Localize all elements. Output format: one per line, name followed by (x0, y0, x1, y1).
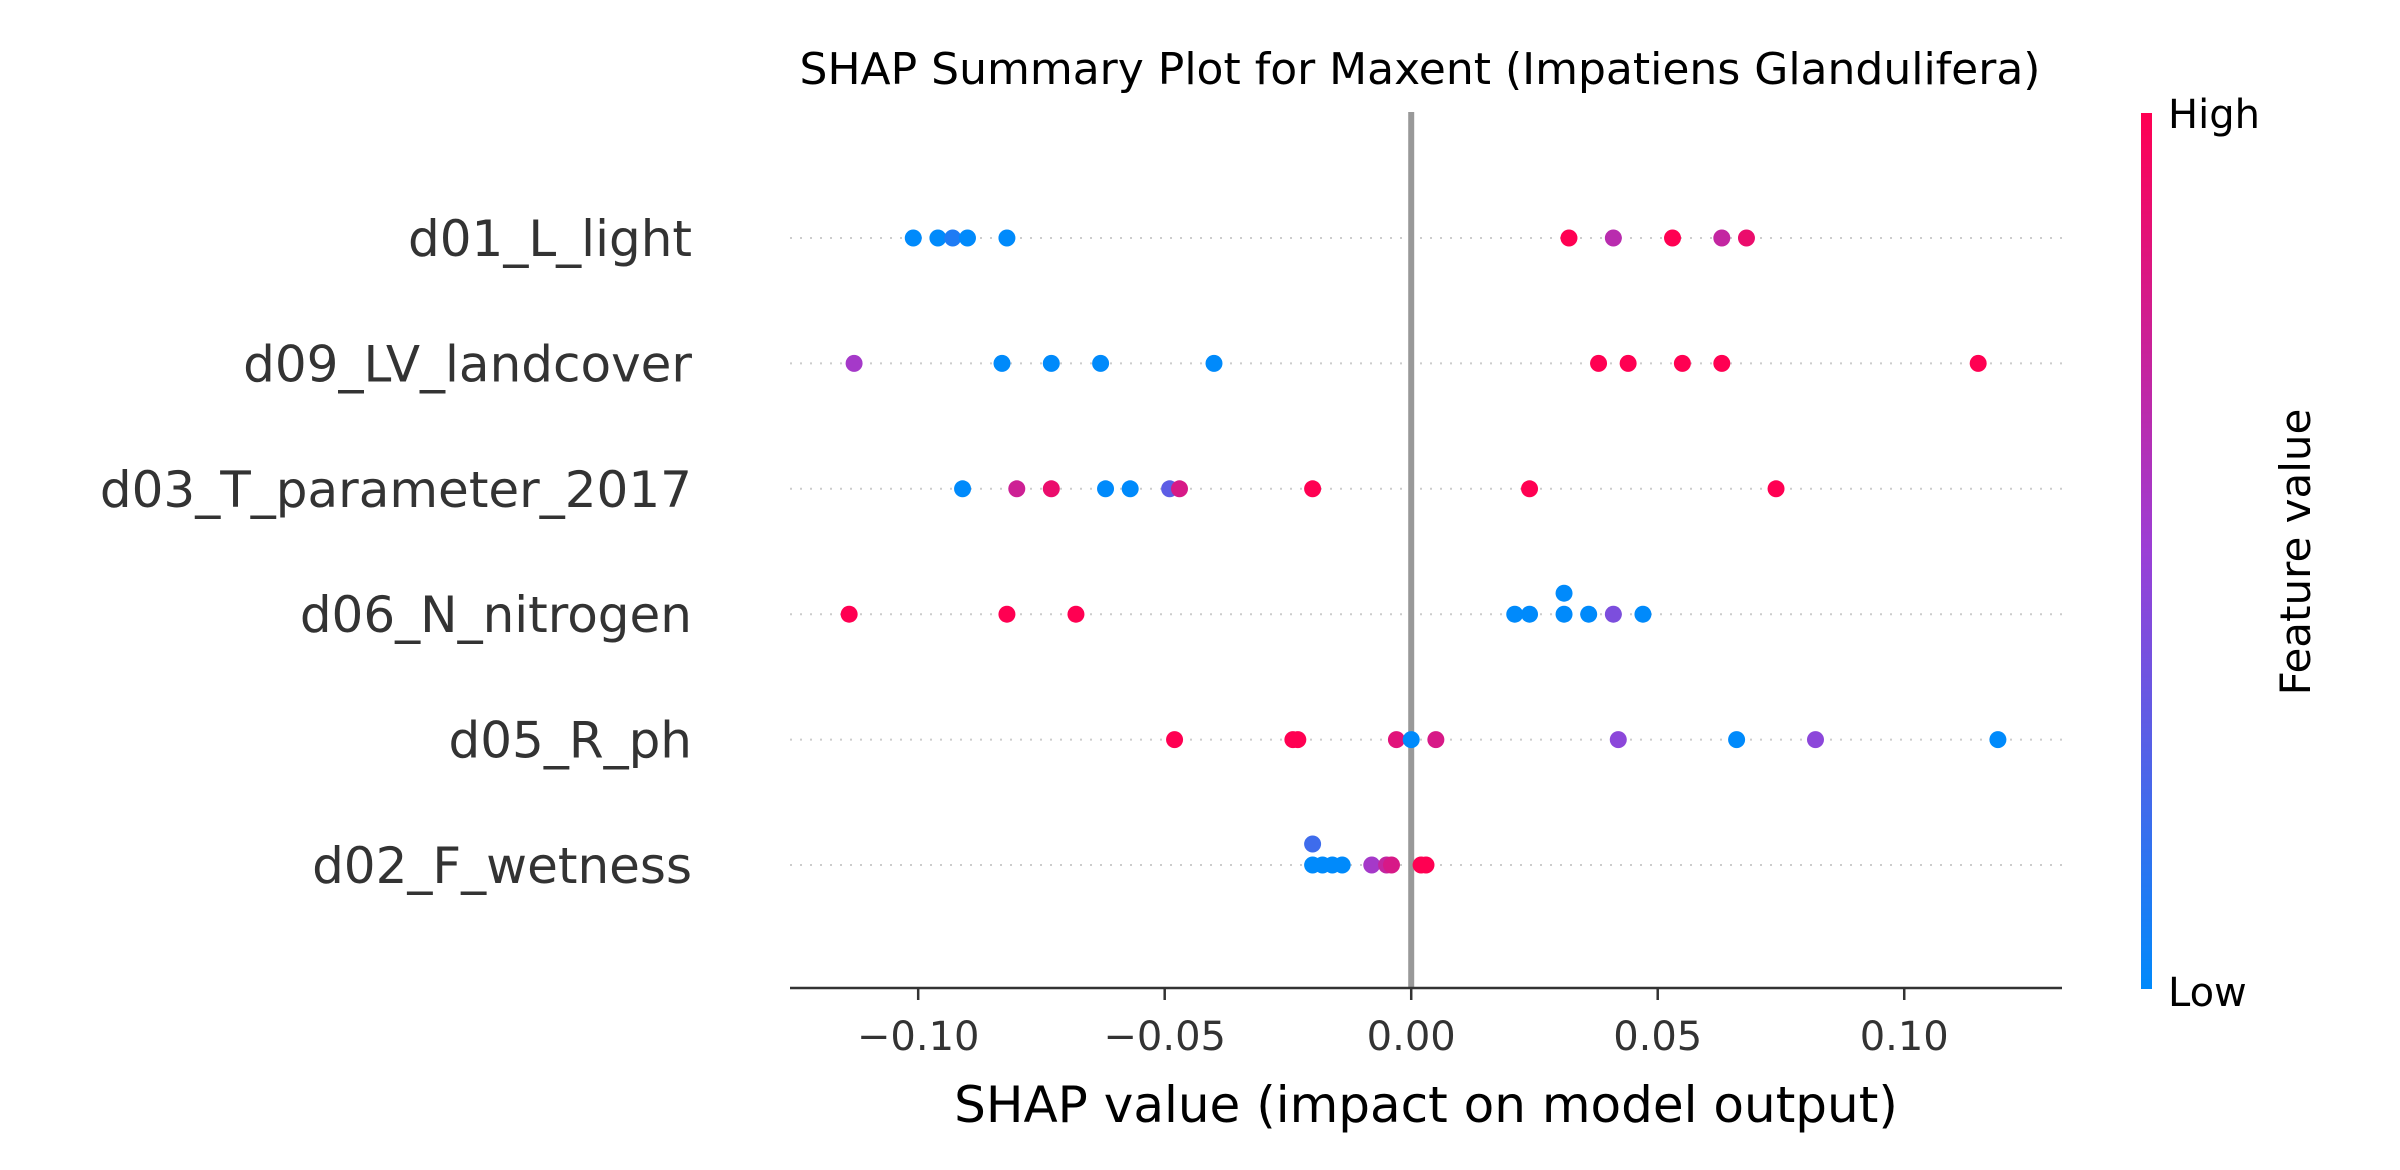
colorbar-high-label: High (2168, 92, 2260, 138)
shap-point (998, 229, 1016, 247)
shap-point (1767, 480, 1785, 498)
shap-point (1555, 584, 1573, 602)
shap-point (1590, 354, 1608, 372)
shap-point (1728, 731, 1746, 749)
shap-point (1170, 480, 1188, 498)
colorbar (2141, 113, 2152, 989)
shap-point (1969, 354, 1987, 372)
shap-point (1067, 605, 1085, 623)
data-points (840, 229, 2007, 874)
x-axis-label: SHAP value (impact on model output) (954, 1076, 1898, 1134)
shap-point (1664, 229, 1682, 247)
colorbar-low-label: Low (2168, 970, 2247, 1016)
shap-point (1506, 605, 1524, 623)
shap-point (954, 480, 972, 498)
shap-point (1092, 354, 1110, 372)
shap-point (1555, 605, 1573, 623)
shap-point (958, 229, 976, 247)
shap-point (1304, 835, 1322, 853)
shap-point (1333, 856, 1351, 874)
feature-label: d02_F_wetness (312, 837, 692, 895)
x-tick-label: −0.10 (857, 1014, 980, 1060)
feature-label: d03_T_parameter_2017 (100, 461, 692, 519)
shap-point (1427, 731, 1445, 749)
colorbar-title: Feature value (2271, 409, 2320, 696)
shap-point (1806, 731, 1824, 749)
x-tick-label: 0.00 (1367, 1014, 1456, 1060)
feature-label: d05_R_ph (448, 712, 692, 770)
feature-label: d01_L_light (408, 210, 692, 268)
shap-point (1673, 354, 1691, 372)
shap-point (1121, 480, 1139, 498)
shap-point (1166, 731, 1184, 749)
shap-point (904, 229, 922, 247)
x-tick-label: 0.05 (1613, 1014, 1702, 1060)
shap-point (1097, 480, 1115, 498)
shap-point (845, 354, 863, 372)
shap-point (929, 229, 947, 247)
shap-point (1417, 856, 1435, 874)
shap-point (1008, 480, 1026, 498)
x-axis-ticks: −0.10 −0.05 0.00 0.05 0.10 (857, 988, 1949, 1060)
x-tick-label: 0.10 (1860, 1014, 1949, 1060)
feature-label: d06_N_nitrogen (300, 586, 692, 644)
shap-point (944, 229, 962, 247)
feature-rows: d01_L_light d09_LV_landcover d03_T_paramet… (100, 210, 2062, 895)
shap-point (1560, 229, 1578, 247)
shap-point (1521, 480, 1539, 498)
shap-point (1402, 731, 1420, 749)
shap-point (1604, 605, 1622, 623)
shap-point (1289, 731, 1307, 749)
shap-point (1580, 605, 1598, 623)
shap-point (1609, 731, 1627, 749)
shap-point (993, 354, 1011, 372)
feature-label: d09_LV_landcover (243, 335, 692, 393)
chart-title: SHAP Summary Plot for Maxent (Impatiens … (800, 44, 2041, 95)
shap-point (1042, 480, 1060, 498)
x-tick-label: −0.05 (1103, 1014, 1226, 1060)
shap-point (1713, 354, 1731, 372)
shap-point (998, 605, 1016, 623)
shap-point (1713, 229, 1731, 247)
shap-point (840, 605, 858, 623)
shap-point (1634, 605, 1652, 623)
shap-point (1042, 354, 1060, 372)
shap-point (1363, 856, 1381, 874)
shap-point (1619, 354, 1637, 372)
shap-point (1989, 731, 2007, 749)
shap-point (1604, 229, 1622, 247)
shap-point (1304, 480, 1322, 498)
shap-point (1387, 731, 1405, 749)
shap-point (1521, 605, 1539, 623)
shap-point (1737, 229, 1755, 247)
shap-point (1382, 856, 1400, 874)
shap-point (1205, 354, 1223, 372)
